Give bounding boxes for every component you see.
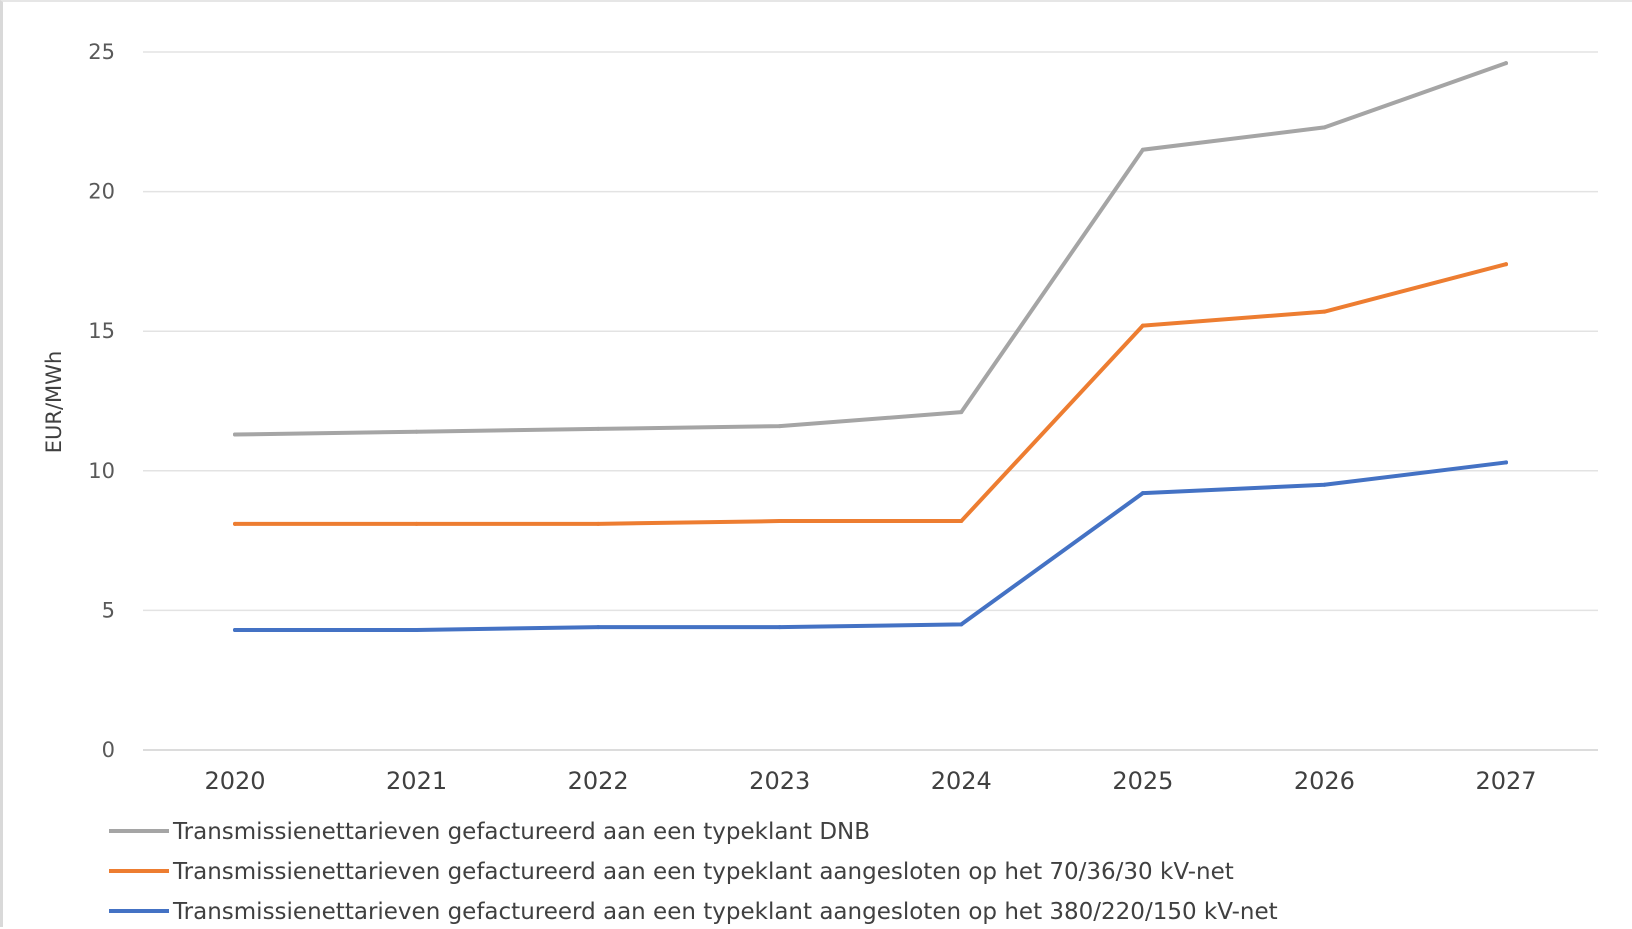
legend-label: Transmissienettarieven gefactureerd aan … [172, 899, 1278, 925]
x-tick-label: 2022 [568, 767, 629, 795]
data-point [596, 426, 601, 431]
data-point [414, 627, 419, 632]
data-point [233, 432, 237, 437]
x-tick-label: 2026 [1294, 767, 1355, 795]
y-tick-label: 20 [88, 180, 115, 204]
legend-label: Transmissienettarieven gefactureerd aan … [172, 859, 1234, 885]
series-line-3 [233, 460, 1508, 632]
data-point [233, 521, 237, 526]
x-tick-label: 2023 [749, 767, 810, 795]
x-tick-label: 2027 [1475, 767, 1536, 795]
data-point [1504, 61, 1508, 66]
data-point [959, 519, 964, 524]
x-tick-label: 2021 [386, 767, 447, 795]
data-point [414, 429, 419, 434]
data-point [777, 519, 782, 524]
y-axis-ticks: 0 5 10 15 20 25 [88, 40, 115, 762]
x-tick-label: 2020 [204, 767, 265, 795]
data-point [1140, 147, 1145, 152]
data-point [1322, 125, 1327, 130]
series-line-2 [233, 262, 1508, 526]
series-line-1 [233, 61, 1508, 437]
data-point [596, 625, 601, 630]
legend: Transmissienettarieven gefactureerd aan … [109, 819, 1278, 925]
x-axis-ticks: 2020 2021 2022 2023 2024 2025 2026 2027 [204, 767, 1536, 795]
data-point [959, 622, 964, 627]
data-point [1140, 491, 1145, 496]
legend-label: Transmissienettarieven gefactureerd aan … [172, 819, 870, 845]
y-tick-label: 15 [88, 319, 115, 343]
data-point [596, 521, 601, 526]
x-tick-label: 2024 [931, 767, 992, 795]
data-point [777, 424, 782, 429]
y-axis-label: EUR/MWh [42, 351, 66, 454]
data-point [233, 627, 237, 632]
data-point [1504, 262, 1508, 267]
gridlines [143, 51, 1598, 751]
y-tick-label: 5 [102, 598, 115, 622]
series-lines [233, 61, 1508, 632]
x-tick-label: 2025 [1112, 767, 1173, 795]
data-point [1504, 460, 1508, 465]
data-point [959, 410, 964, 415]
data-point [777, 625, 782, 630]
y-tick-label: 10 [88, 459, 115, 483]
data-point [1140, 323, 1145, 328]
y-tick-label: 25 [88, 40, 115, 64]
y-tick-label: 0 [102, 738, 115, 762]
data-point [414, 521, 419, 526]
data-point [1322, 309, 1327, 314]
data-point [1322, 482, 1327, 487]
